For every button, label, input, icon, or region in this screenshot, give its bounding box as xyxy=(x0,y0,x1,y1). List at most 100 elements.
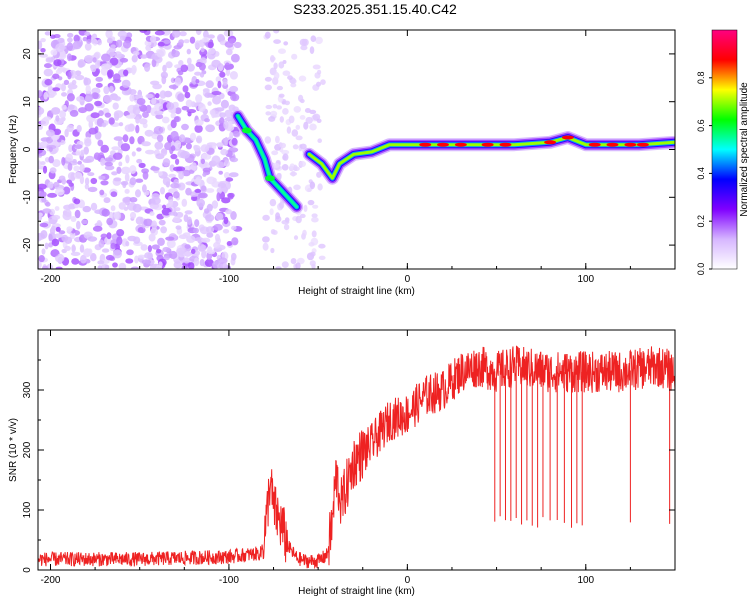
noise-speckle xyxy=(275,266,282,269)
noise-speckle xyxy=(311,216,319,223)
noise-speckle xyxy=(295,135,303,141)
hot-spot xyxy=(561,135,574,140)
noise-speckle xyxy=(131,54,138,63)
noise-speckle xyxy=(90,253,97,262)
noise-speckle xyxy=(225,209,233,215)
noise-speckle xyxy=(214,233,221,242)
noise-speckle xyxy=(198,103,206,113)
hot-spot xyxy=(624,142,637,147)
noise-speckle xyxy=(103,197,111,204)
noise-speckle xyxy=(132,203,142,213)
y-tick-label: 10 xyxy=(22,96,33,108)
noise-speckle xyxy=(73,165,80,172)
noise-speckle xyxy=(105,254,115,261)
noise-speckle xyxy=(95,82,103,88)
noise-speckle xyxy=(73,34,80,43)
noise-speckle xyxy=(191,75,198,85)
y-tick-label: 100 xyxy=(22,501,33,518)
noise-speckle xyxy=(171,30,181,38)
noise-speckle xyxy=(91,92,99,100)
noise-speckle xyxy=(133,236,141,244)
noise-speckle xyxy=(290,82,297,88)
noise-speckle xyxy=(279,142,286,149)
noise-speckle xyxy=(140,54,148,59)
noise-speckle xyxy=(149,262,156,269)
noise-speckle xyxy=(161,75,167,85)
noise-speckle xyxy=(229,131,234,139)
noise-speckle xyxy=(131,151,136,157)
noise-speckle xyxy=(162,158,171,167)
noise-speckle xyxy=(151,220,158,230)
noise-speckle xyxy=(150,227,158,236)
noise-speckle xyxy=(99,189,105,196)
snr-line xyxy=(38,345,675,570)
noise-speckle xyxy=(116,166,122,174)
noise-speckle xyxy=(160,187,165,195)
noise-speckle xyxy=(78,107,87,114)
noise-speckle xyxy=(211,109,216,119)
noise-speckle xyxy=(86,39,92,44)
noise-speckle xyxy=(158,219,166,226)
noise-speckle xyxy=(79,163,85,172)
x-tick-label: -200 xyxy=(40,274,60,285)
noise-speckle xyxy=(201,185,207,192)
noise-speckle xyxy=(320,79,326,85)
noise-speckle xyxy=(40,38,46,43)
noise-speckle xyxy=(67,71,72,80)
hot-spot xyxy=(265,175,275,182)
noise-speckle xyxy=(125,154,130,164)
y-tick-label: 20 xyxy=(22,48,33,60)
noise-speckle xyxy=(126,249,134,256)
noise-speckle xyxy=(195,94,203,103)
noise-speckle xyxy=(111,146,120,151)
noise-speckle xyxy=(95,68,101,75)
noise-speckle xyxy=(162,246,171,253)
noise-speckle xyxy=(270,247,275,254)
noise-speckle xyxy=(96,220,102,226)
noise-speckle xyxy=(181,123,189,131)
noise-speckle xyxy=(42,165,48,174)
noise-speckle xyxy=(54,206,60,211)
noise-speckle xyxy=(48,155,54,164)
noise-speckle xyxy=(55,253,65,263)
y-tick-label: 0 xyxy=(22,146,33,152)
noise-speckle xyxy=(204,92,212,98)
noise-speckle xyxy=(48,181,54,189)
noise-speckle xyxy=(116,39,123,48)
noise-speckle xyxy=(166,239,176,249)
noise-speckle xyxy=(271,150,279,156)
noise-speckle xyxy=(308,242,315,247)
noise-speckle xyxy=(275,212,281,220)
noise-speckle xyxy=(87,248,93,256)
noise-speckle xyxy=(104,165,115,171)
noise-speckle xyxy=(151,196,161,205)
noise-speckle xyxy=(73,198,81,205)
noise-speckle xyxy=(316,118,322,124)
noise-speckle xyxy=(66,226,73,232)
noise-speckle xyxy=(40,230,48,239)
noise-speckle xyxy=(137,254,146,259)
noise-speckle xyxy=(278,61,285,69)
noise-speckle xyxy=(215,76,222,83)
noise-speckle xyxy=(97,39,102,46)
noise-speckle xyxy=(303,121,309,130)
noise-speckle xyxy=(51,238,60,247)
noise-speckle xyxy=(39,53,48,58)
noise-speckle xyxy=(106,37,113,44)
noise-speckle xyxy=(215,212,224,221)
noise-speckle xyxy=(303,204,308,212)
noise-speckle xyxy=(224,109,233,118)
noise-speckle xyxy=(166,102,175,110)
noise-speckle xyxy=(74,209,81,219)
noise-speckle xyxy=(80,149,85,157)
noise-speckle xyxy=(162,176,171,186)
noise-speckle xyxy=(90,112,100,119)
noise-speckle xyxy=(110,191,118,198)
noise-speckle xyxy=(224,159,229,164)
noise-speckle xyxy=(125,241,130,247)
x-axis-label: Height of straight line (km) xyxy=(298,586,415,597)
noise-speckle xyxy=(128,89,137,95)
noise-speckle xyxy=(201,237,211,243)
noise-speckle xyxy=(178,60,184,66)
noise-speckle xyxy=(194,40,201,49)
